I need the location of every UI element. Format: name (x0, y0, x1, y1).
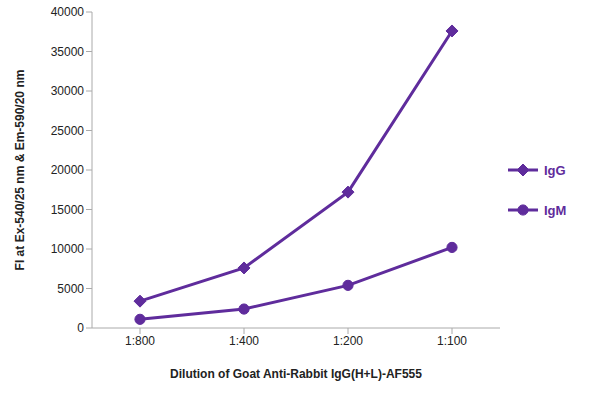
svg-text:25000: 25000 (51, 124, 85, 138)
svg-text:40000: 40000 (51, 5, 85, 19)
svg-text:10000: 10000 (51, 242, 85, 256)
svg-text:1:200: 1:200 (333, 334, 363, 348)
svg-text:15000: 15000 (51, 203, 85, 217)
svg-text:1:400: 1:400 (229, 334, 259, 348)
svg-text:35000: 35000 (51, 45, 85, 59)
svg-text:FI at Ex-540/25 nm & Em-590/20: FI at Ex-540/25 nm & Em-590/20 nm (13, 70, 27, 271)
svg-text:1:800: 1:800 (125, 334, 155, 348)
svg-text:Dilution of Goat Anti-Rabbit I: Dilution of Goat Anti-Rabbit IgG(H+L)-AF… (170, 367, 422, 381)
html-text:IgM: IgM (544, 202, 567, 218)
svg-text:20000: 20000 (51, 163, 85, 177)
svg-text:0: 0 (77, 321, 84, 335)
svg-text:5000: 5000 (57, 282, 84, 296)
svg-text:1:100: 1:100 (437, 334, 467, 348)
svg-text:30000: 30000 (51, 84, 85, 98)
html-text:IgG: IgG (544, 162, 566, 178)
